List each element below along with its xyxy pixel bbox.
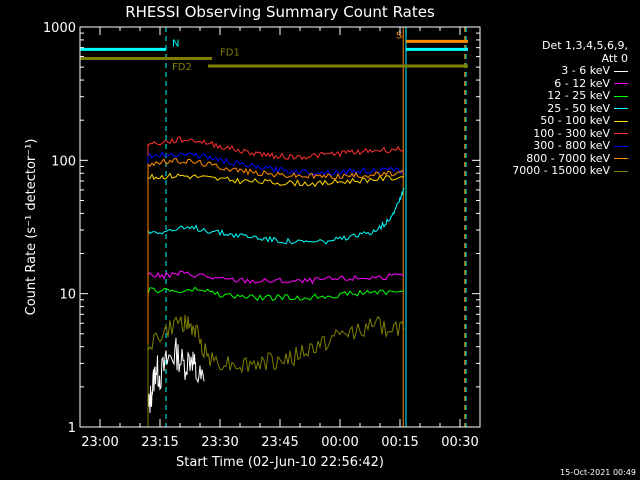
x-tick-label: 23:30: [201, 435, 238, 450]
series-line: [147, 157, 405, 180]
flag-night-label: N: [172, 38, 179, 49]
flag-fd2-label: FD2: [172, 62, 192, 73]
series-lines: [147, 136, 405, 427]
legend-entry-label: 100 - 300 keV: [533, 126, 610, 140]
series-line: [147, 337, 205, 414]
legend-entry-label: 25 - 50 keV: [547, 101, 610, 115]
series-line: [147, 270, 405, 285]
y-tick-label: 10: [59, 288, 76, 303]
timestamp: 15-Oct-2021 00:49: [560, 468, 636, 477]
legend-entry: 50 - 100 keV: [478, 114, 628, 128]
legend-entry: 12 - 25 keV: [478, 89, 628, 103]
x-axis-label: Start Time (02-Jun-10 22:56:42): [176, 455, 384, 470]
legend-header-1: Det 1,3,4,5,6,9,: [541, 39, 628, 52]
legend-swatch: [614, 108, 628, 109]
y-axis-label: Count Rate (s⁻¹ detector⁻¹): [24, 139, 39, 316]
legend-swatch: [614, 133, 628, 134]
legend-swatch: [614, 158, 628, 159]
legend-swatch: [614, 70, 628, 72]
x-tick-label: 00:30: [441, 435, 478, 450]
x-tick-label: 00:15: [381, 435, 418, 450]
series-line: [147, 136, 405, 161]
x-tick-label: 23:15: [141, 435, 178, 450]
y-axis: 1 10 100 1000: [43, 21, 480, 436]
flag-saa-label: S: [396, 30, 402, 41]
legend-entry-label: 6 - 12 keV: [554, 76, 610, 90]
flag-fd1-label: FD1: [220, 48, 240, 59]
chart-title: RHESSI Observing Summary Count Rates: [125, 3, 435, 21]
legend-swatch: [614, 120, 628, 122]
legend-entry-label: 12 - 25 keV: [547, 89, 610, 102]
series-line: [147, 150, 405, 176]
legend-swatch: [614, 170, 628, 172]
legend-swatch: [614, 95, 628, 97]
legend-entry: 800 - 7000 keV: [478, 151, 628, 166]
x-axis: 23:00 23:15 23:30 23:45 00:00 00:15 00:30: [79, 27, 481, 450]
series-line: [147, 187, 405, 245]
series-line: [147, 286, 405, 302]
legend-entry: 25 - 50 keV: [478, 101, 628, 116]
legend: Det 1,3,4,5,6,9, Att 0 3 - 6 keV 6 - 12 k…: [478, 39, 628, 178]
series-line: [148, 172, 405, 188]
x-tick-label: 23:45: [261, 435, 298, 450]
flag-bars: N S FD1 FD2: [80, 30, 468, 73]
y-tick-label: 100: [51, 154, 76, 169]
legend-swatch: [614, 83, 628, 84]
legend-entry-label: 300 - 800 keV: [533, 139, 610, 152]
legend-swatch: [614, 145, 628, 147]
legend-entry: 300 - 800 keV: [478, 139, 628, 153]
x-tick-label: 23:00: [81, 435, 118, 450]
legend-header-2: Att 0: [601, 51, 628, 65]
legend-entry: 3 - 6 keV: [478, 64, 628, 78]
y-tick-label: 1000: [43, 21, 76, 36]
legend-entry-label: 50 - 100 keV: [540, 114, 610, 127]
legend-entry: 100 - 300 keV: [478, 126, 628, 141]
series-line: [147, 314, 405, 374]
legend-entry-label: 3 - 6 keV: [561, 64, 610, 77]
x-tick-label: 00:00: [321, 435, 358, 450]
legend-entry-label: 7000 - 15000 keV: [512, 164, 610, 177]
legend-entry: 6 - 12 keV: [478, 76, 628, 91]
y-tick-label: 1: [68, 421, 76, 436]
legend-entry: 7000 - 15000 keV: [478, 164, 628, 178]
legend-entry-label: 800 - 7000 keV: [526, 151, 610, 165]
